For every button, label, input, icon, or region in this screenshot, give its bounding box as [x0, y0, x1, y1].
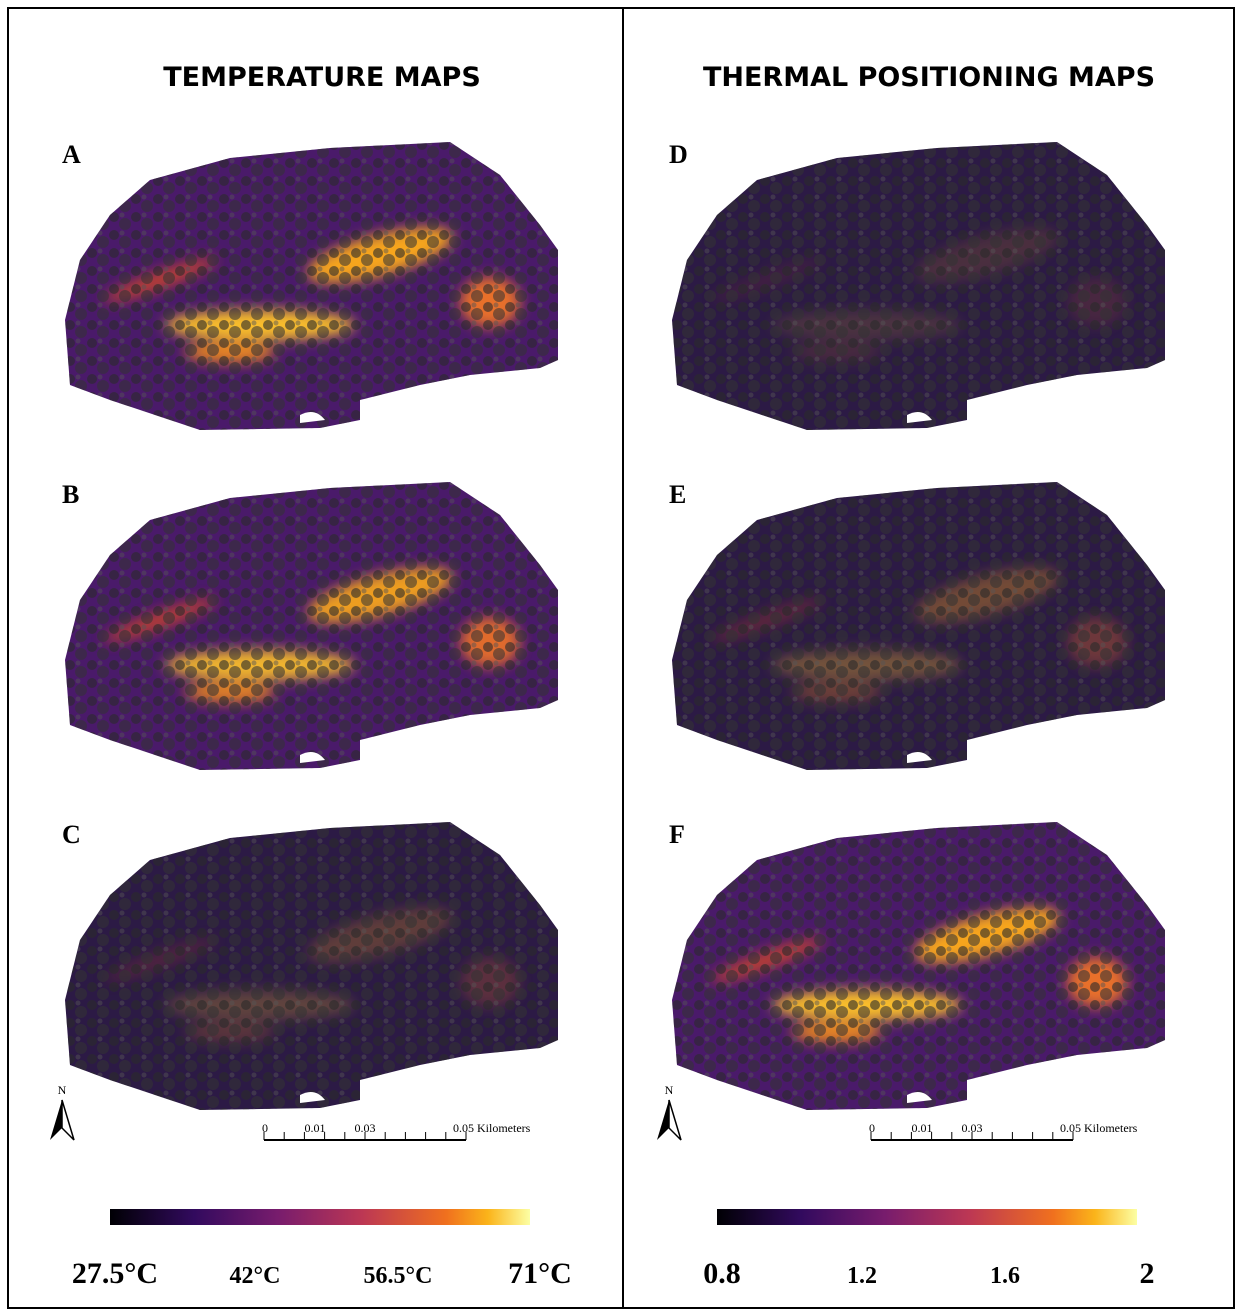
map [672, 140, 1172, 440]
colorbar-label: 27.5°C [72, 1257, 158, 1290]
colorbar-label: 1.2 [847, 1263, 877, 1289]
panel: THERMAL POSITIONING MAPS D E F N 0 0.01 0.03 0.0… [657, 62, 1172, 1290]
colorbar-label: 71°C [508, 1257, 572, 1290]
north-arrow-outline [62, 1100, 74, 1140]
north-arrow [50, 1100, 62, 1140]
canopy [65, 480, 565, 780]
map-body [672, 480, 1172, 780]
map-body [672, 820, 1172, 1120]
map-label: F [669, 820, 685, 849]
colorbar-label: 1.6 [990, 1263, 1020, 1289]
map-label: D [669, 140, 688, 169]
colorbar-label: 2 [1140, 1257, 1155, 1290]
scale-label: 0.03 [962, 1121, 983, 1135]
map-body [65, 480, 565, 780]
north-arrow [657, 1100, 669, 1140]
map [65, 140, 565, 440]
colorbar-label: 42°C [230, 1263, 281, 1289]
scale-label: 0.01 [912, 1121, 933, 1135]
scale-label: 0.01 [305, 1121, 326, 1135]
panel: TEMPERATURE MAPS A B C N 0 0.01 0.03 0.05 Kilome… [50, 62, 572, 1290]
figure: TEMPERATURE MAPS A B C N 0 0.01 0.03 0.05 Kilome… [0, 0, 1236, 1310]
north-label: N [58, 1083, 67, 1097]
map-body [672, 140, 1172, 440]
north-label: N [665, 1083, 674, 1097]
map-body [65, 140, 565, 440]
map-label: B [62, 480, 79, 509]
canopy [65, 140, 565, 440]
north-arrow-outline [669, 1100, 681, 1140]
scale-label: 0.05 Kilometers [1060, 1121, 1138, 1135]
map [65, 820, 565, 1120]
canopy [65, 820, 565, 1120]
canopy [672, 480, 1172, 780]
scale-label: 0.03 [355, 1121, 376, 1135]
content: TEMPERATURE MAPS A B C N 0 0.01 0.03 0.05 Kilome… [50, 62, 1172, 1290]
colorbar-label: 0.8 [703, 1257, 741, 1290]
map [672, 820, 1172, 1120]
map [65, 480, 565, 780]
map-label: E [669, 480, 686, 509]
panel-title: TEMPERATURE MAPS [163, 62, 481, 93]
scale-label: 0.05 Kilometers [453, 1121, 531, 1135]
scale-label: 0 [869, 1121, 875, 1135]
map [672, 480, 1172, 780]
panel-title: THERMAL POSITIONING MAPS [703, 62, 1155, 93]
colorbar-label: 56.5°C [364, 1263, 433, 1289]
colorbar [110, 1209, 530, 1225]
scale-label: 0 [262, 1121, 268, 1135]
colorbar [717, 1209, 1137, 1225]
map-label: A [62, 140, 81, 169]
canopy [672, 140, 1172, 440]
map-body [65, 820, 565, 1120]
canopy [672, 820, 1172, 1120]
map-label: C [62, 820, 81, 849]
